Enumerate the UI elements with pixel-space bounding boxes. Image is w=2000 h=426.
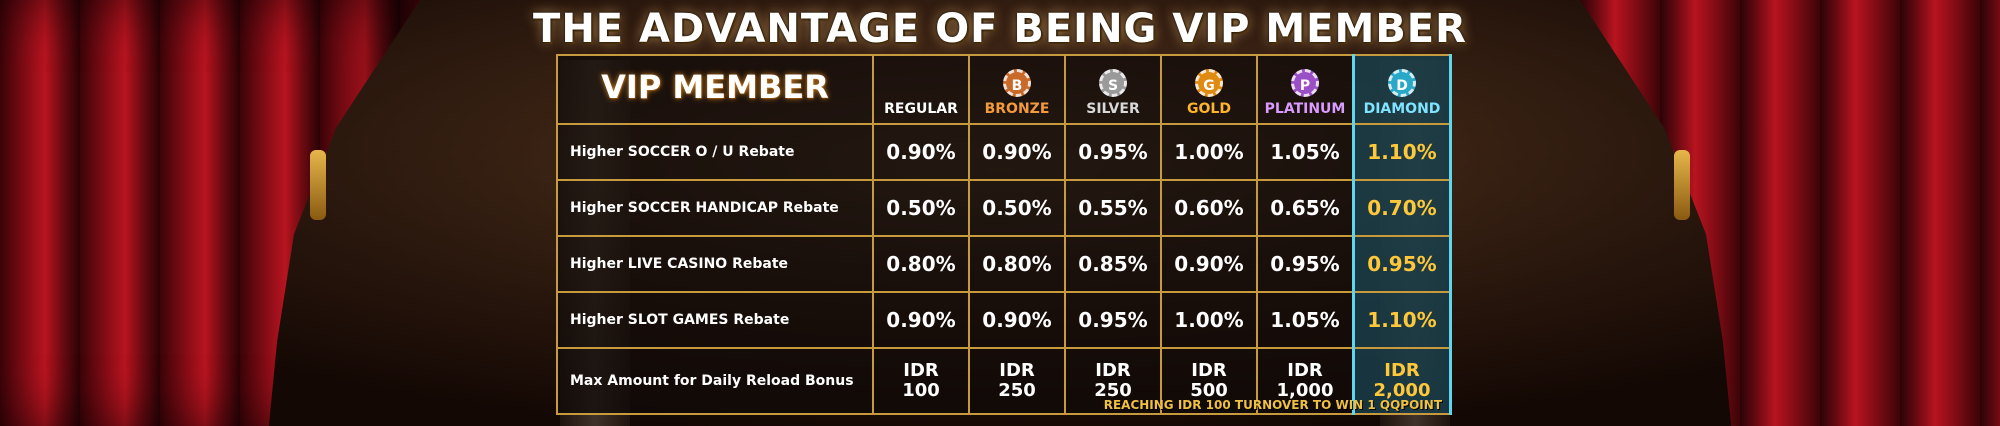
rebate-value: 0.95% bbox=[1256, 235, 1355, 293]
vip-table: VIP MEMBER REGULAR B BRONZE S SILVER G G… bbox=[556, 54, 1452, 415]
tier-name: GOLD bbox=[1187, 101, 1231, 117]
rebate-value: 0.90% bbox=[1160, 235, 1258, 293]
rebate-value: 1.05% bbox=[1256, 123, 1355, 181]
tier-name: PLATINUM bbox=[1264, 101, 1346, 117]
row-label: Higher SOCCER O / U Rebate bbox=[556, 123, 874, 181]
tassel-left bbox=[310, 150, 326, 220]
reload-value: IDR 250 bbox=[1064, 347, 1162, 415]
rebate-value: 1.10% bbox=[1352, 123, 1452, 181]
rebate-value: 0.90% bbox=[872, 291, 970, 349]
rebate-value: 0.85% bbox=[1064, 235, 1162, 293]
rebate-value: 1.05% bbox=[1256, 291, 1355, 349]
row-label: Max Amount for Daily Reload Bonus bbox=[556, 347, 874, 415]
row-label: Higher SOCCER HANDICAP Rebate bbox=[556, 179, 874, 237]
amount: 1,000 bbox=[1276, 380, 1334, 401]
rebate-value: 0.95% bbox=[1352, 235, 1452, 293]
diamond-chip-icon: D bbox=[1388, 69, 1416, 97]
currency: IDR bbox=[999, 360, 1035, 381]
reload-value: IDR 2,000 bbox=[1352, 347, 1452, 415]
currency: IDR bbox=[1384, 360, 1420, 381]
row-label: Higher SLOT GAMES Rebate bbox=[556, 291, 874, 349]
rebate-value: 1.00% bbox=[1160, 291, 1258, 349]
reload-value: IDR 100 bbox=[872, 347, 970, 415]
tier-name: DIAMOND bbox=[1363, 101, 1441, 117]
amount: 250 bbox=[1094, 380, 1132, 401]
gold-chip-icon: G bbox=[1195, 69, 1223, 97]
table-row: Higher LIVE CASINO Rebate 0.80% 0.80% 0.… bbox=[556, 235, 1452, 293]
reload-value: IDR 500 bbox=[1160, 347, 1258, 415]
rebate-value: 0.65% bbox=[1256, 179, 1355, 237]
table-row: Higher SOCCER HANDICAP Rebate 0.50% 0.50… bbox=[556, 179, 1452, 237]
table-row: Higher SOCCER O / U Rebate 0.90% 0.90% 0… bbox=[556, 123, 1452, 181]
turnover-note: REACHING IDR 100 TURNOVER TO WIN 1 QQPOI… bbox=[1103, 398, 1442, 412]
rebate-value: 1.10% bbox=[1352, 291, 1452, 349]
tier-bronze: B BRONZE bbox=[968, 54, 1066, 125]
rebate-value: 0.50% bbox=[968, 179, 1066, 237]
tier-silver: S SILVER bbox=[1064, 54, 1162, 125]
vip-member-heading: VIP MEMBER bbox=[556, 54, 874, 125]
row-label: Higher LIVE CASINO Rebate bbox=[556, 235, 874, 293]
silver-chip-icon: S bbox=[1099, 69, 1127, 97]
rebate-value: 0.80% bbox=[872, 235, 970, 293]
amount: 250 bbox=[998, 380, 1036, 401]
rebate-value: 0.50% bbox=[872, 179, 970, 237]
tassel-right bbox=[1674, 150, 1690, 220]
rebate-value: 0.90% bbox=[968, 291, 1066, 349]
rebate-value: 0.95% bbox=[1064, 123, 1162, 181]
rebate-value: 0.60% bbox=[1160, 179, 1258, 237]
currency: IDR bbox=[1287, 360, 1323, 381]
rebate-value: 0.70% bbox=[1352, 179, 1452, 237]
table-row: Higher SLOT GAMES Rebate 0.90% 0.90% 0.9… bbox=[556, 291, 1452, 349]
currency: IDR bbox=[1095, 360, 1131, 381]
tier-gold: G GOLD bbox=[1160, 54, 1258, 125]
reload-value: IDR 1,000 bbox=[1256, 347, 1355, 415]
currency: IDR bbox=[1191, 360, 1227, 381]
rebate-value: 0.80% bbox=[968, 235, 1066, 293]
rebate-value: 0.90% bbox=[872, 123, 970, 181]
tier-regular: REGULAR bbox=[872, 54, 970, 125]
rebate-value: 0.95% bbox=[1064, 291, 1162, 349]
bronze-chip-icon: B bbox=[1003, 69, 1031, 97]
page-title: THE ADVANTAGE OF BEING VIP MEMBER bbox=[533, 6, 1467, 52]
currency: IDR bbox=[903, 360, 939, 381]
tier-name: SILVER bbox=[1086, 101, 1140, 117]
tier-header-row: VIP MEMBER REGULAR B BRONZE S SILVER G G… bbox=[556, 54, 1452, 125]
reload-value: IDR 250 bbox=[968, 347, 1066, 415]
rebate-value: 1.00% bbox=[1160, 123, 1258, 181]
amount: 500 bbox=[1190, 380, 1228, 401]
platinum-chip-icon: P bbox=[1291, 69, 1319, 97]
amount: 100 bbox=[902, 380, 940, 401]
tier-platinum: P PLATINUM bbox=[1256, 54, 1355, 125]
rebate-value: 0.55% bbox=[1064, 179, 1162, 237]
table-row: Max Amount for Daily Reload Bonus IDR 100… bbox=[556, 347, 1452, 415]
tier-name: REGULAR bbox=[884, 101, 958, 117]
amount: 2,000 bbox=[1373, 380, 1431, 401]
tier-name: BRONZE bbox=[984, 101, 1050, 117]
rebate-value: 0.90% bbox=[968, 123, 1066, 181]
tier-diamond: D DIAMOND bbox=[1352, 54, 1452, 125]
